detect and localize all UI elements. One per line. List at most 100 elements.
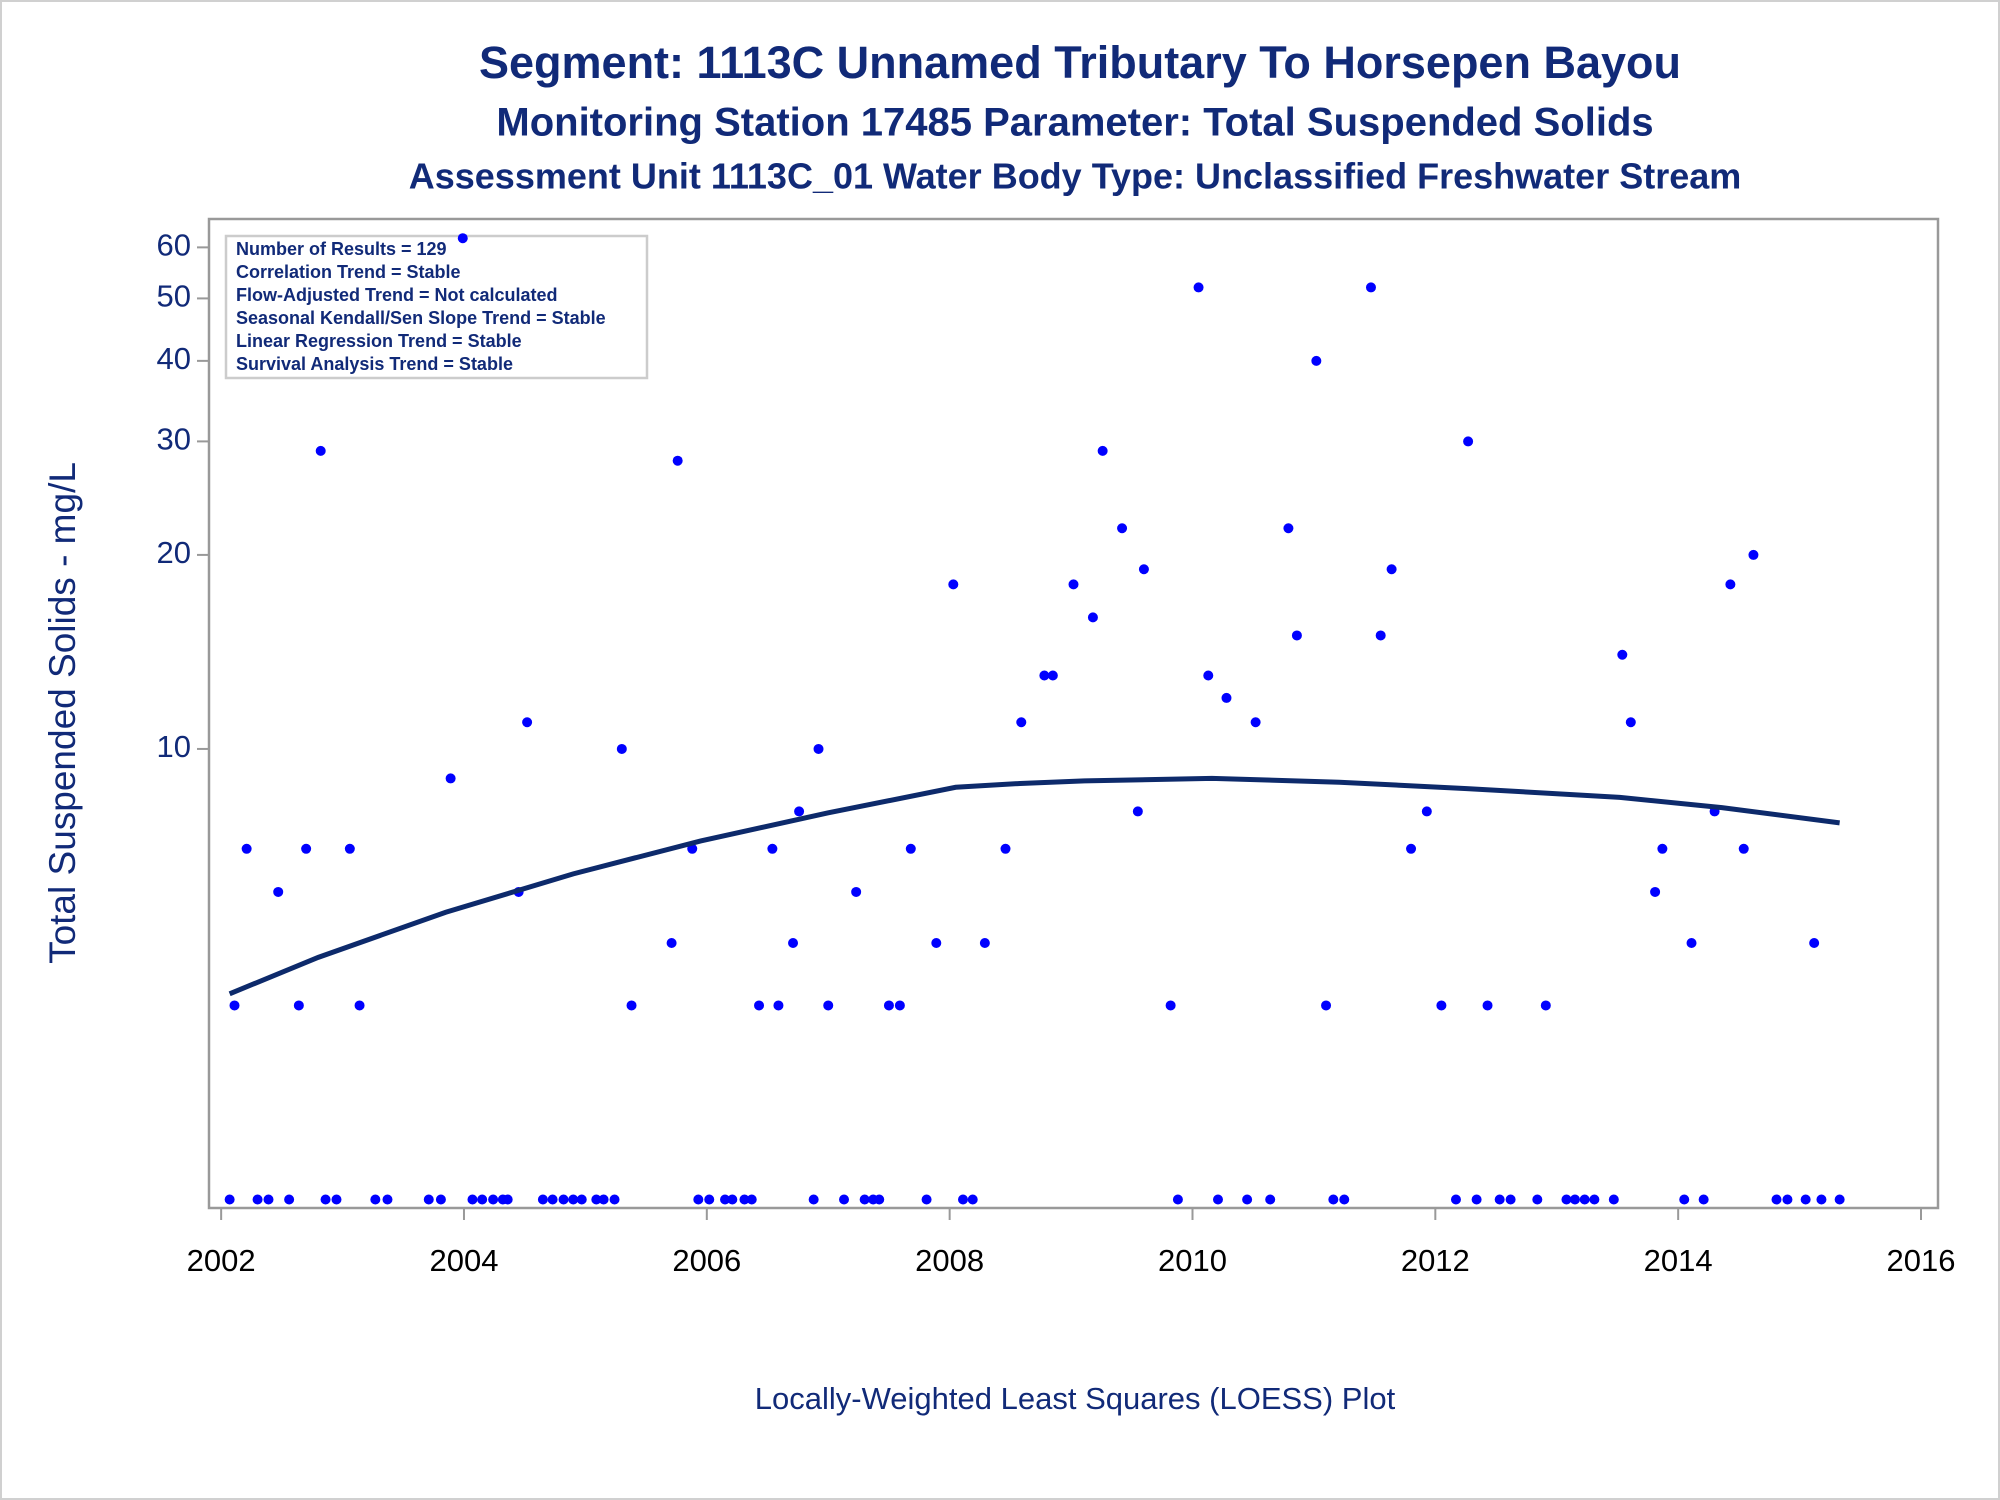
data-point xyxy=(354,1000,365,1011)
data-point xyxy=(948,579,959,590)
data-point xyxy=(1561,1194,1572,1205)
data-point xyxy=(693,1194,704,1205)
data-point xyxy=(1000,843,1011,854)
data-point xyxy=(263,1194,274,1205)
data-point xyxy=(609,1194,620,1205)
annotation: Correlation Trend = Stable xyxy=(236,262,461,282)
data-point xyxy=(320,1194,331,1205)
data-point xyxy=(967,1194,978,1205)
data-point xyxy=(558,1194,569,1205)
data-point xyxy=(727,1194,738,1205)
data-point xyxy=(666,937,677,948)
data-point xyxy=(457,233,468,244)
data-point xyxy=(1117,523,1128,534)
data-point xyxy=(1771,1194,1782,1205)
y-tick-label: 20 xyxy=(157,535,191,570)
data-point xyxy=(1097,445,1108,456)
data-point xyxy=(1579,1194,1590,1205)
y-tick-label: 40 xyxy=(157,341,191,376)
loess-line xyxy=(228,775,1840,997)
data-point xyxy=(1339,1194,1350,1205)
data-point xyxy=(1748,549,1759,560)
data-point xyxy=(1657,843,1668,854)
plot-area xyxy=(207,217,1940,1210)
data-point xyxy=(905,843,916,854)
x-tick-label: 2014 xyxy=(1644,1243,1713,1278)
data-point xyxy=(331,1194,342,1205)
data-point xyxy=(598,1194,609,1205)
data-point xyxy=(720,1194,731,1205)
x-tick-label: 2002 xyxy=(187,1243,256,1278)
data-point xyxy=(1686,937,1697,948)
data-point xyxy=(883,1000,894,1011)
data-point xyxy=(344,843,355,854)
chart-subtitle: Assessment Unit 1113C_01 Water Body Type… xyxy=(409,156,1742,197)
data-point xyxy=(1625,717,1636,728)
data-point xyxy=(1532,1194,1543,1205)
data-point xyxy=(522,717,533,728)
data-point xyxy=(273,886,284,897)
annotation-box xyxy=(224,234,649,380)
data-point xyxy=(1800,1194,1811,1205)
data-point xyxy=(788,937,799,948)
data-point xyxy=(1328,1194,1339,1205)
data-point xyxy=(979,937,990,948)
data-point xyxy=(1463,436,1474,447)
data-point xyxy=(382,1194,393,1205)
annotation: Flow-Adjusted Trend = Not calculated xyxy=(236,285,558,305)
data-point xyxy=(808,1194,819,1205)
x-axis-label: Locally-Weighted Least Squares (LOESS) P… xyxy=(755,1381,1396,1416)
x-tick-label: 2008 xyxy=(915,1243,984,1278)
data-point xyxy=(1679,1194,1690,1205)
data-point xyxy=(547,1194,558,1205)
data-point xyxy=(1471,1194,1482,1205)
data-point xyxy=(813,743,824,754)
data-point xyxy=(488,1194,499,1205)
data-point xyxy=(1250,717,1261,728)
data-point xyxy=(1039,670,1050,681)
data-point xyxy=(1738,843,1749,854)
data-point xyxy=(1311,355,1322,366)
data-point xyxy=(794,806,805,817)
data-point xyxy=(301,843,312,854)
data-point xyxy=(435,1194,446,1205)
data-point xyxy=(1265,1194,1276,1205)
data-point xyxy=(1087,612,1098,623)
data-point xyxy=(1450,1194,1461,1205)
data-point xyxy=(1569,1194,1580,1205)
data-point xyxy=(874,1194,885,1205)
data-point xyxy=(1816,1194,1827,1205)
data-point xyxy=(823,1000,834,1011)
x-tick-label: 2004 xyxy=(429,1243,498,1278)
data-point xyxy=(224,1194,235,1205)
data-point xyxy=(1172,1194,1183,1205)
data-point xyxy=(1698,1194,1709,1205)
data-point xyxy=(1242,1194,1253,1205)
x-tick-label: 2012 xyxy=(1401,1243,1470,1278)
data-point xyxy=(773,1000,784,1011)
data-point xyxy=(1068,579,1079,590)
data-point xyxy=(921,1194,932,1205)
data-point xyxy=(445,773,456,784)
annotation: Number of Results = 129 xyxy=(236,239,447,259)
data-point xyxy=(1505,1194,1516,1205)
data-point xyxy=(1540,1000,1551,1011)
data-point xyxy=(754,1000,765,1011)
chart-subtitle: Monitoring Station 17485 Parameter: Tota… xyxy=(496,101,1653,145)
x-tick-label: 2006 xyxy=(672,1243,741,1278)
data-point xyxy=(241,843,252,854)
chart-title: Segment: 1113C Unnamed Tributary To Hors… xyxy=(479,37,1681,88)
data-point xyxy=(1221,692,1232,703)
data-point xyxy=(229,1000,240,1011)
data-point xyxy=(1421,806,1432,817)
data-point xyxy=(626,1000,637,1011)
data-point xyxy=(1203,670,1214,681)
data-point xyxy=(1321,1000,1332,1011)
annotation: Survival Analysis Trend = Stable xyxy=(236,354,513,374)
data-point xyxy=(1406,843,1417,854)
data-point xyxy=(1283,523,1294,534)
data-point xyxy=(1047,670,1058,681)
data-point xyxy=(767,843,778,854)
data-point xyxy=(894,1000,905,1011)
data-point xyxy=(370,1194,381,1205)
